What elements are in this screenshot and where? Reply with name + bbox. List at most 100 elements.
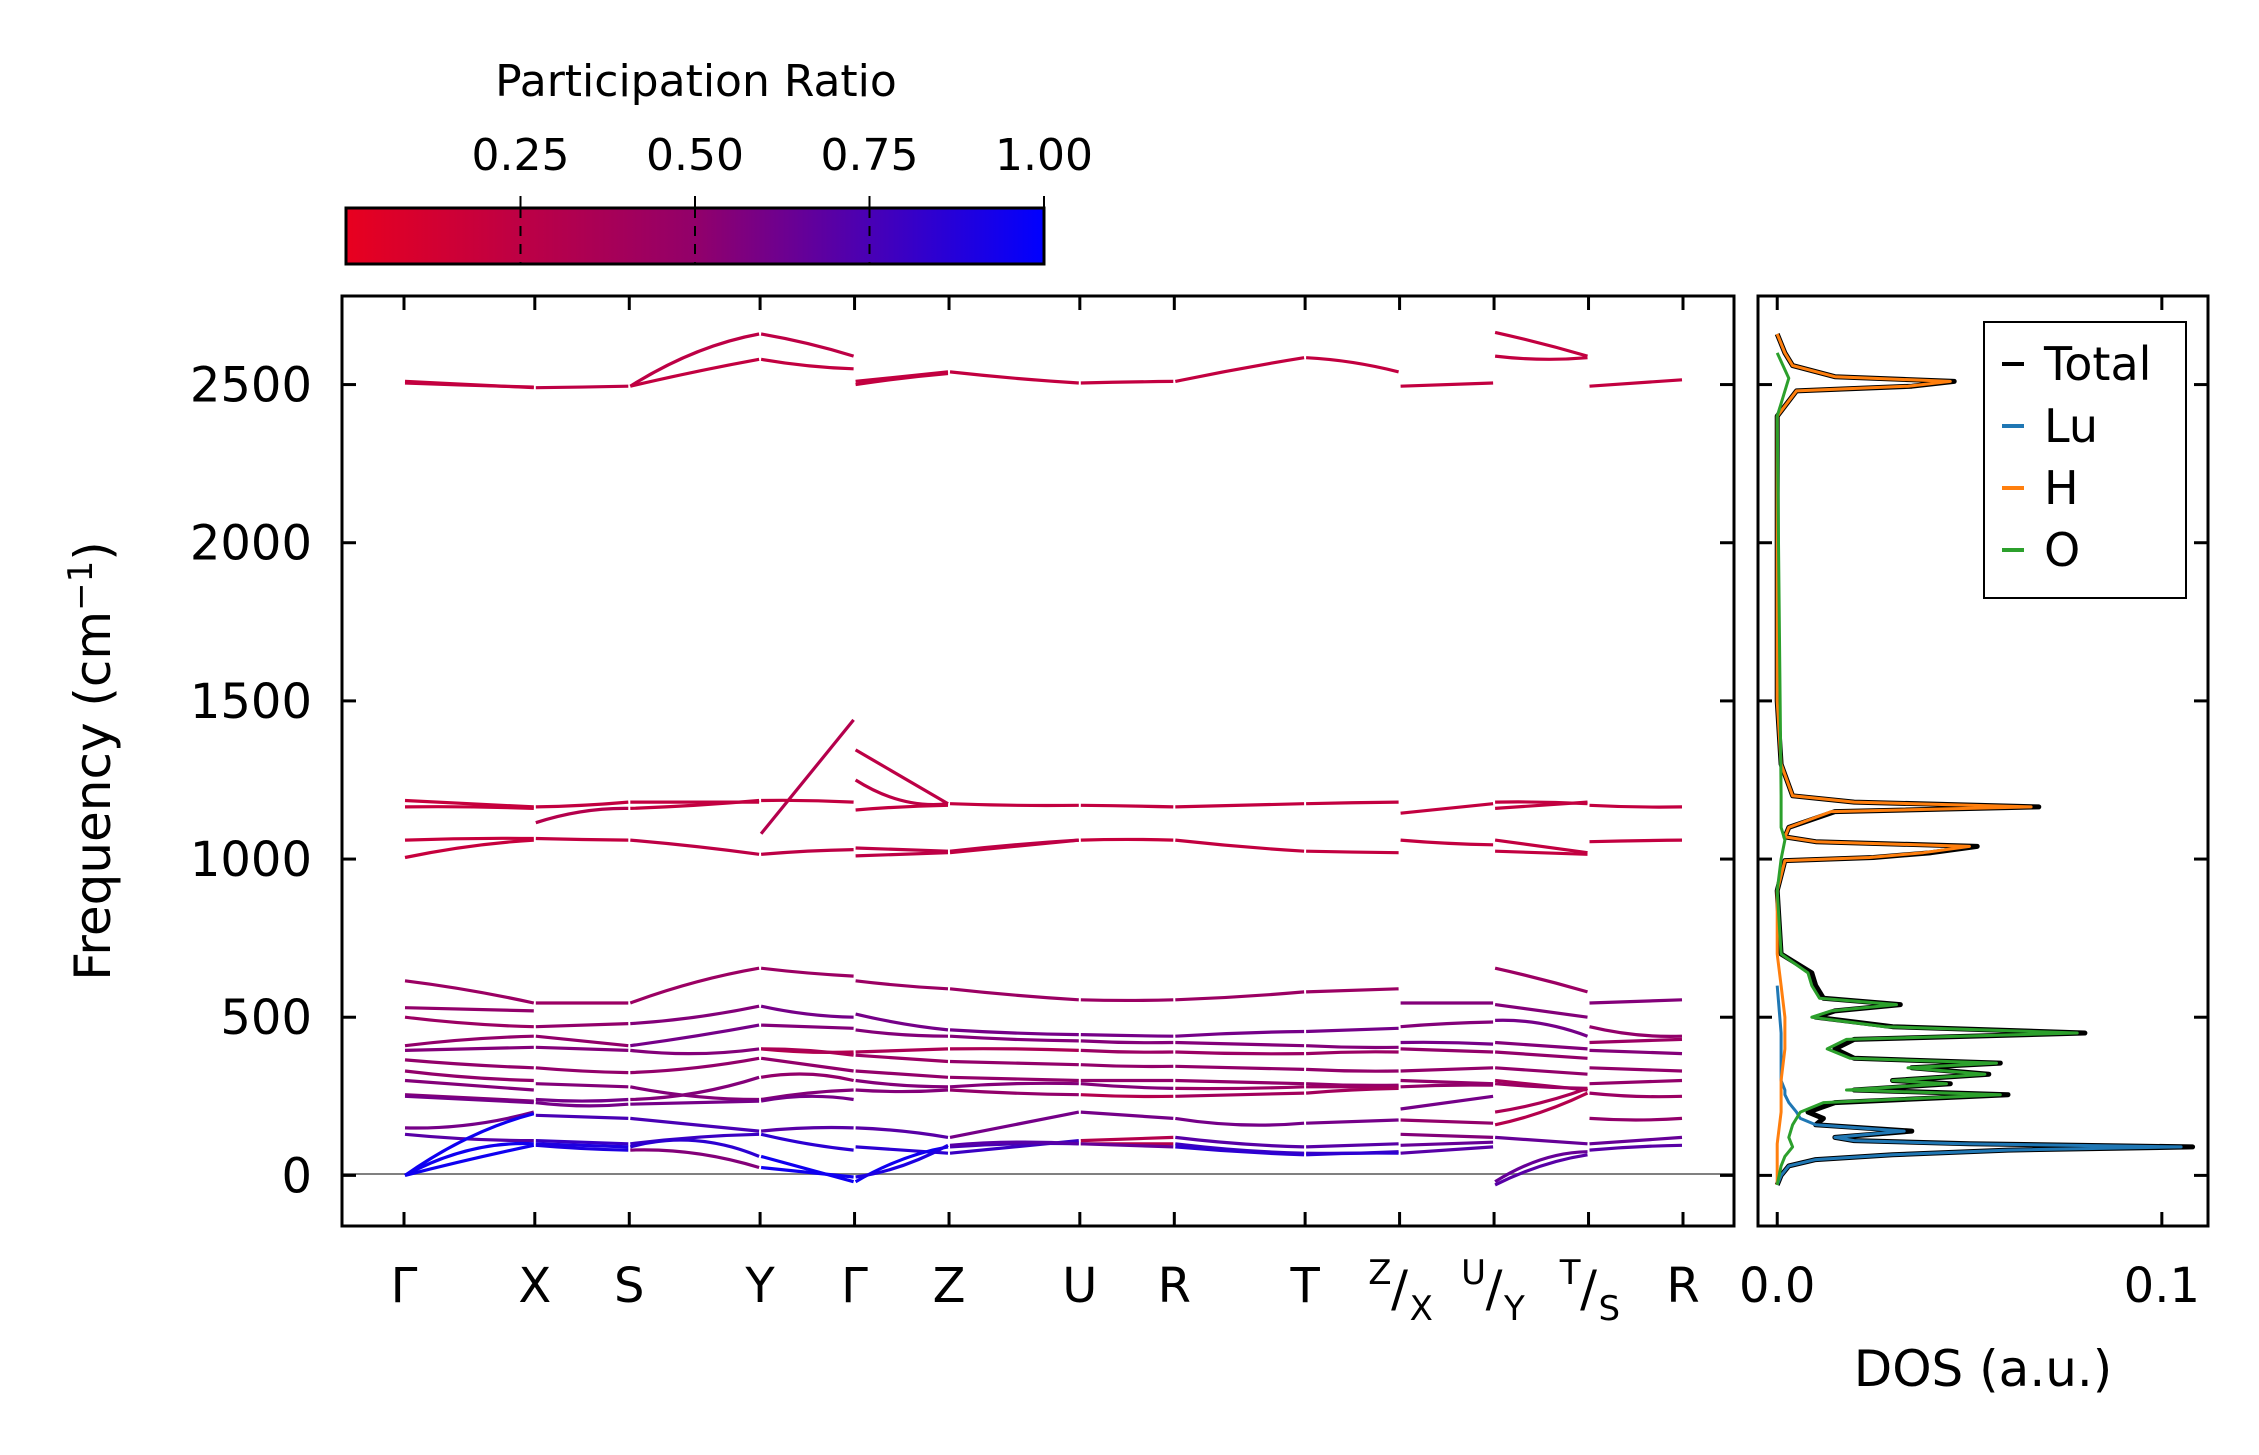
phonon-band bbox=[760, 332, 855, 358]
kpoint-label: R bbox=[1666, 1258, 1699, 1314]
phonon-band bbox=[1494, 966, 1588, 994]
phonon-band bbox=[404, 979, 535, 1005]
phonon-band bbox=[1589, 1135, 1683, 1146]
phonon-band bbox=[1494, 800, 1588, 810]
kpoint-label-slash: / bbox=[1486, 1260, 1503, 1318]
phonon-band bbox=[630, 1148, 760, 1170]
phonon-band bbox=[1400, 1132, 1494, 1139]
dos-curve-h bbox=[1775, 333, 2033, 1185]
dos-panel: 0.0 0.1 DOS (a.u.) Total Lu HO bbox=[1739, 294, 2210, 1398]
phonon-band bbox=[630, 1099, 760, 1106]
dos-x-tick-labels: 0.0 0.1 bbox=[1739, 1258, 2200, 1314]
frequency-tick-label: 2000 bbox=[190, 516, 312, 572]
phonon-band bbox=[630, 1056, 760, 1075]
colorbar-tick-label: 1.00 bbox=[995, 130, 1093, 181]
phonon-band bbox=[1494, 1153, 1588, 1187]
phonon-band bbox=[1589, 1078, 1683, 1086]
phonon-band bbox=[1175, 802, 1305, 809]
phonon-band bbox=[1494, 354, 1588, 361]
phonon-band bbox=[1494, 1150, 1588, 1184]
dos-curves bbox=[1774, 333, 2196, 1186]
phonon-band bbox=[949, 1110, 1080, 1139]
phonon-band bbox=[949, 802, 1079, 808]
phonon-band bbox=[855, 1078, 949, 1089]
phonon-band bbox=[404, 1058, 534, 1070]
phonon-band bbox=[404, 836, 534, 842]
phonon-band bbox=[949, 1034, 1079, 1043]
kpoint-label: Γ bbox=[391, 1258, 418, 1314]
kpoint-label-sub: S bbox=[1599, 1289, 1621, 1329]
phonon-band bbox=[1080, 1093, 1174, 1099]
phonon-band bbox=[949, 1081, 1079, 1089]
phonon-band bbox=[1175, 1078, 1305, 1086]
phonon-band bbox=[404, 381, 534, 389]
phonon-band bbox=[1400, 802, 1494, 815]
phonon-band bbox=[1589, 803, 1683, 809]
phonon-band bbox=[854, 748, 949, 806]
phonon-band bbox=[1175, 1029, 1305, 1038]
phonon-band bbox=[535, 1097, 629, 1103]
phonon-band bbox=[760, 1165, 854, 1179]
phonon-band bbox=[404, 1069, 534, 1083]
kpoint-label-discontinuity: U / Y bbox=[1461, 1253, 1525, 1329]
phonon-band bbox=[404, 805, 534, 810]
phonon-band bbox=[404, 1112, 535, 1177]
kpoint-label-slash: / bbox=[1391, 1260, 1408, 1318]
kpoint-label-sub: Y bbox=[1503, 1289, 1525, 1329]
phonon-band bbox=[1400, 1020, 1494, 1029]
phonon-band bbox=[1589, 378, 1683, 388]
phonon-band bbox=[854, 778, 949, 807]
phonon-band bbox=[535, 1022, 629, 1029]
phonon-band bbox=[404, 1094, 534, 1105]
phonon-band bbox=[1080, 1063, 1174, 1069]
phonon-band bbox=[1494, 1003, 1588, 1019]
phonon-band bbox=[760, 1125, 854, 1133]
kpoint-label-discontinuity: T / S bbox=[1559, 1253, 1620, 1329]
phonon-band bbox=[1306, 356, 1399, 374]
phonon-band bbox=[760, 1094, 854, 1103]
phonon-band bbox=[1175, 838, 1305, 853]
phonon-band bbox=[535, 1113, 629, 1120]
phonon-band bbox=[1175, 1135, 1305, 1149]
kpoint-label: R bbox=[1158, 1258, 1191, 1314]
kpoint-label: Γ bbox=[841, 1258, 868, 1314]
colorbar-tick-label: 0.25 bbox=[472, 130, 570, 181]
frequency-tick-label: 1500 bbox=[190, 674, 312, 730]
frequency-tick-labels: 0 500 1000 1500 2000 2500 bbox=[190, 358, 312, 1205]
phonon-band bbox=[1400, 1078, 1494, 1086]
phonon-band bbox=[1306, 1118, 1399, 1125]
phonon-band bbox=[1080, 837, 1174, 842]
phonon-band bbox=[535, 1139, 629, 1146]
kpoint-label-sup: T bbox=[1559, 1253, 1581, 1293]
phonon-band bbox=[1306, 1050, 1399, 1056]
phonon-band bbox=[1080, 1082, 1174, 1090]
phonon-band bbox=[404, 1078, 534, 1092]
phonon-band bbox=[1306, 849, 1399, 855]
phonon-band bbox=[1306, 800, 1399, 806]
phonon-band bbox=[1494, 1091, 1589, 1127]
phonon-band bbox=[855, 1053, 949, 1064]
legend-label: Total bbox=[2043, 337, 2151, 391]
phonon-band bbox=[855, 851, 949, 858]
phonon-band bbox=[949, 838, 1079, 853]
phonon-band bbox=[1589, 1116, 1683, 1122]
phonon-band bbox=[629, 357, 760, 388]
phonon-band bbox=[1080, 1142, 1174, 1149]
dos-legend: Total Lu HO bbox=[1983, 321, 2187, 599]
phonon-band bbox=[404, 1034, 534, 1048]
phonon-band bbox=[760, 1132, 854, 1152]
phonon-band bbox=[1494, 1086, 1589, 1114]
phonon-band bbox=[1400, 1140, 1494, 1147]
phonon-band bbox=[1306, 1142, 1399, 1149]
band-structure-panel: Γ X S Y Γ Z U R T Z / XU / YT / S R 05001000150020002500… bbox=[61, 294, 1736, 1329]
phonon-band bbox=[535, 806, 629, 825]
phonon-band bbox=[949, 1059, 1079, 1067]
phonon-band bbox=[629, 1085, 760, 1102]
phonon-band bbox=[1306, 1026, 1399, 1034]
colorbar-ticks: 0.25 0.50 0.75 1.00 bbox=[472, 130, 1093, 264]
legend-label: Lu bbox=[2044, 399, 2098, 453]
phonon-band bbox=[1400, 381, 1494, 388]
main-axis-ticks bbox=[342, 296, 1734, 1226]
phonon-band bbox=[855, 979, 949, 991]
phonon-band bbox=[855, 1028, 949, 1038]
